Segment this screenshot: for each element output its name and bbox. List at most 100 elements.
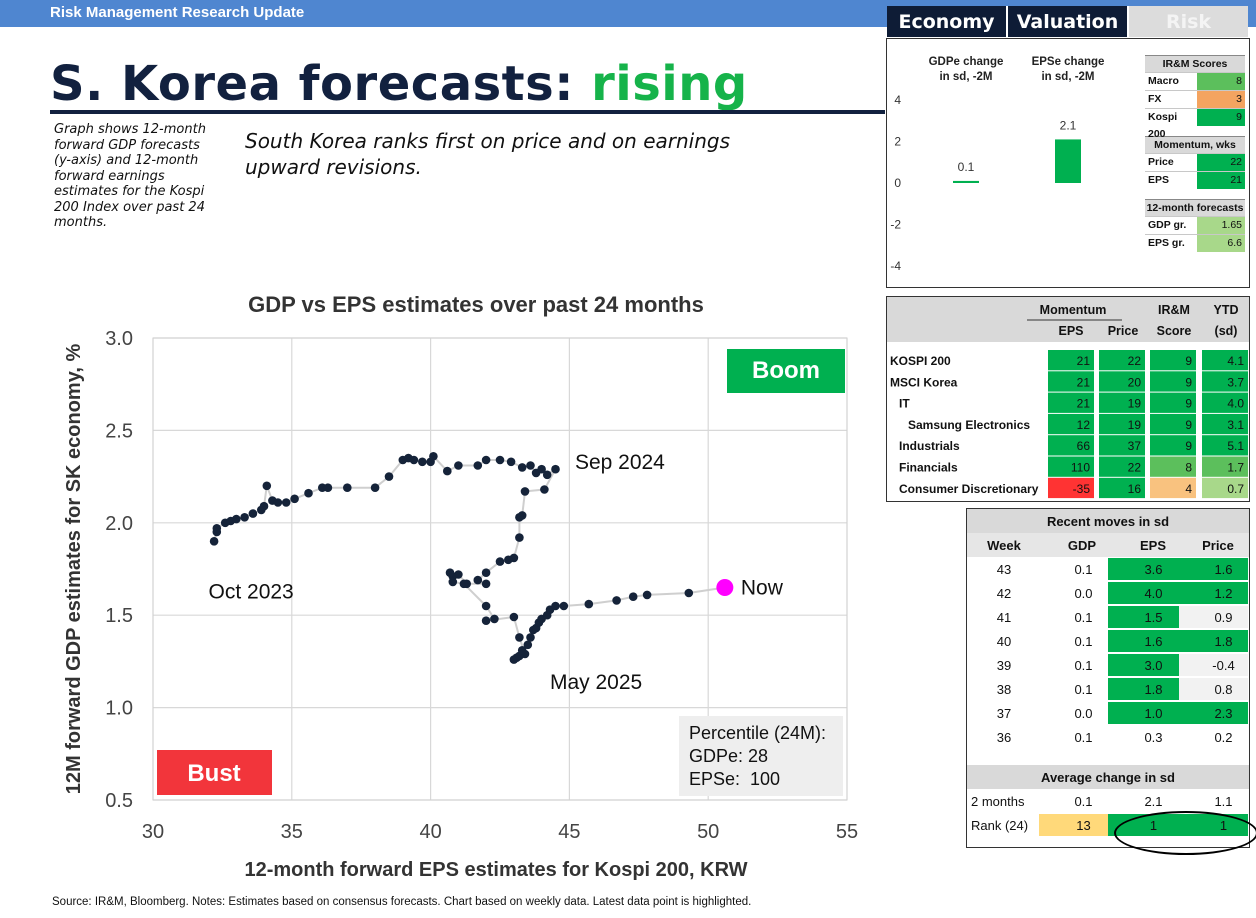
momentum-header: Momentum, wks [1145, 136, 1245, 153]
sd-change-bar-chart: 4 2 0 -2 -4 GDPe change in sd, -2M 0.1 EPSe chan… [890, 56, 1104, 273]
moves-cell-value: 0.9 [1214, 610, 1232, 625]
title-main: S. Korea forecasts: [50, 56, 574, 112]
data-point [481, 455, 491, 465]
data-point [515, 633, 524, 642]
score-label: Kospi 200 [1148, 111, 1178, 140]
tab-risk[interactable]: Risk [1129, 6, 1248, 37]
sector-momentum-table: Momentum IR&M YTD EPS Price Score (sd) KOSPI 20… [887, 297, 1249, 499]
sector-name: Consumer Discretionary [899, 482, 1039, 496]
sector-group-header: YTD [1214, 303, 1239, 317]
data-point [559, 601, 569, 611]
moves-title-bg [967, 509, 1249, 533]
y-tick-label: 0.5 [105, 790, 133, 812]
bar [953, 180, 979, 183]
chart-description: Graph shows 12-month forward GDP forecas… [54, 122, 206, 230]
trajectory-line [213, 454, 726, 661]
data-point [273, 498, 283, 507]
tab-valuation[interactable]: Valuation [1008, 6, 1129, 37]
sector-cell-value: 4.0 [1227, 397, 1244, 411]
forecast-label: EPS gr. [1148, 237, 1185, 249]
data-point [612, 596, 621, 605]
momentum-label: Price [1148, 156, 1174, 168]
data-point [473, 461, 483, 470]
moves-cell-value: 3.0 [1144, 658, 1162, 673]
x-tick-label: 35 [281, 821, 303, 843]
bar [1055, 139, 1081, 183]
page-title: S. Korea forecasts: rising [50, 56, 748, 112]
sector-cell-bg [1150, 477, 1196, 499]
sector-group-header: IR&M [1158, 303, 1190, 317]
data-point [523, 640, 533, 650]
title-highlight: rising [591, 56, 748, 112]
moves-col-header: EPS [1140, 538, 1166, 553]
score-row: Macro 8 [1145, 72, 1245, 90]
sector-cell-bg [1099, 477, 1145, 499]
oct-2023-label: Oct 2023 [209, 581, 294, 604]
tab-bar: Economy Valuation Risk [887, 6, 1248, 37]
moves-cell-value: 0.1 [1074, 682, 1092, 697]
data-point [481, 568, 491, 577]
moves-cell-value: 3.6 [1144, 562, 1162, 577]
data-point [509, 612, 519, 622]
bust-label: Bust [187, 760, 240, 787]
data-point [584, 599, 594, 609]
data-point [290, 494, 299, 504]
percentile-title: Percentile (24M): [689, 723, 826, 743]
moves-cell-bg [1108, 606, 1179, 628]
sector-cell-value: 66 [1077, 439, 1091, 453]
data-point [448, 577, 458, 587]
average-row-label: Rank (24) [971, 818, 1028, 833]
average-cell-value: 1.1 [1214, 794, 1232, 809]
sector-cell-value: 37 [1128, 439, 1142, 453]
forecast-row: EPS gr. 6.6 [1145, 234, 1245, 252]
moves-cell-value: 1.0 [1144, 706, 1162, 721]
moves-cell-value: 0.0 [1074, 706, 1092, 721]
forecast-value: 1.65 [1197, 217, 1245, 234]
x-tick-label: 40 [419, 821, 441, 843]
bar-category-label: in sd, -2M [939, 71, 992, 83]
moves-cell-value: 0.0 [1074, 586, 1092, 601]
moves-cell-value: 0.3 [1144, 730, 1162, 745]
sector-cell-bg [1048, 413, 1094, 435]
chart-title: GDP vs EPS estimates over past 24 months [248, 292, 704, 317]
bar-category-label: in sd, -2M [1041, 71, 1094, 83]
data-point [517, 463, 527, 472]
data-point [628, 592, 638, 601]
sector-cell-value: 110 [1071, 461, 1090, 475]
axis-ticks: 30 35 40 45 50 55 0.5 1.0 1.5 2.0 2.5 3.0 [105, 328, 858, 843]
sector-cell-value: -35 [1073, 482, 1091, 496]
irm-scores-table: IR&M Scores Macro 8 FX 3 Kospi 200 9 Momentum… [1145, 55, 1245, 252]
moves-cell-value: 0.1 [1074, 562, 1092, 577]
data-points [209, 452, 734, 664]
moves-cell-bg [1108, 678, 1179, 700]
score-value: 3 [1197, 91, 1245, 108]
sector-cell-value: 9 [1185, 375, 1192, 389]
bar-y-tick: -2 [890, 218, 901, 232]
bar-category-label: GDPe change [929, 56, 1004, 68]
tab-economy[interactable]: Economy [887, 6, 1008, 37]
data-point [504, 555, 513, 565]
data-point [495, 455, 505, 465]
boom-label-box [727, 349, 845, 393]
bar-value-label: 2.1 [1060, 118, 1077, 132]
data-point [490, 614, 499, 624]
moves-week: 36 [997, 730, 1011, 745]
sector-sub-header: Score [1157, 324, 1192, 338]
moves-cell-value: 0.1 [1074, 610, 1092, 625]
sector-cell-value: 9 [1185, 418, 1192, 432]
sector-cell-value: 4.1 [1227, 354, 1244, 368]
sector-group-header: Momentum [1040, 303, 1107, 317]
data-point [642, 590, 652, 600]
moves-cell-value: 0.1 [1074, 658, 1092, 673]
moves-week: 39 [997, 658, 1011, 673]
average-cell-value: 2.1 [1144, 794, 1162, 809]
sector-cell-bg [1150, 413, 1196, 435]
sector-name: Samsung Electronics [908, 418, 1030, 432]
bust-label-box [157, 750, 272, 795]
moves-cell-value: 4.0 [1144, 586, 1162, 601]
sector-cell-bg [1099, 371, 1145, 392]
x-axis-label: 12-month forward EPS estimates for Kospi… [244, 859, 747, 881]
data-point [517, 646, 527, 655]
moves-cell-bg [1108, 654, 1179, 676]
average-title: Average change in sd [1041, 770, 1175, 785]
